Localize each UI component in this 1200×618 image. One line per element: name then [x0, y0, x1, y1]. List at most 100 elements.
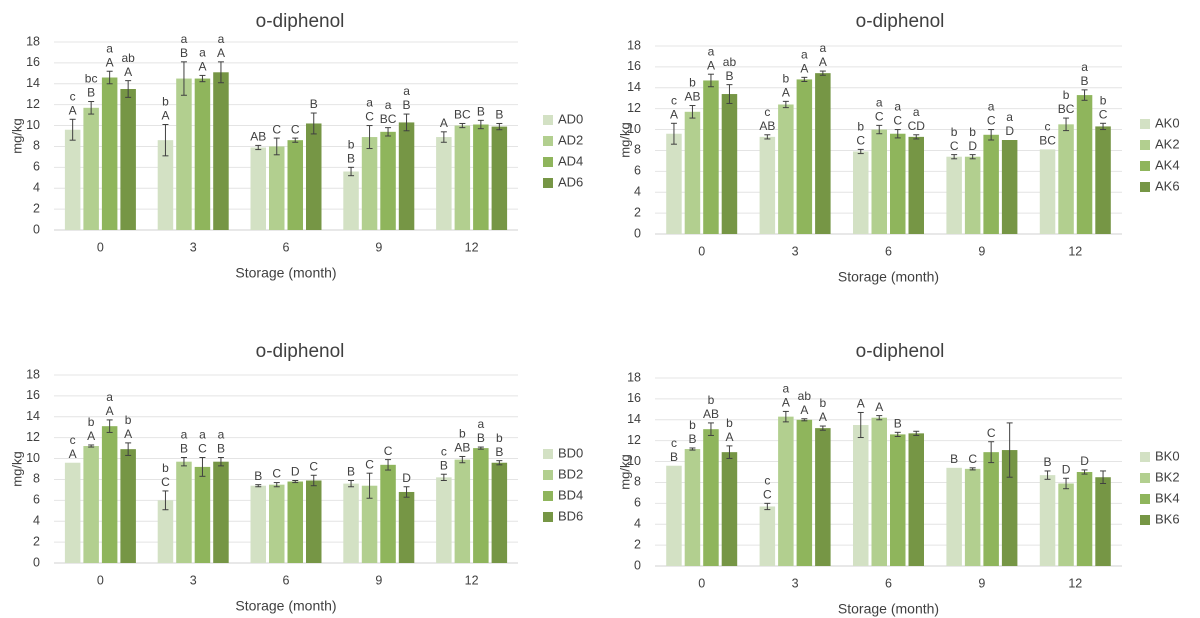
bar-BK0-0[interactable]	[666, 465, 682, 566]
significance-upper-case: C	[365, 457, 374, 471]
bar-AK0-9[interactable]	[946, 156, 962, 234]
y-tick-label: 4	[33, 181, 40, 195]
bar-AK2-6[interactable]	[871, 129, 888, 234]
bar-BD0-6[interactable]	[250, 485, 267, 563]
bar-BD2-0[interactable]	[83, 446, 99, 563]
significance-upper-case: A	[106, 55, 114, 69]
significance-lower-case: a	[801, 48, 808, 62]
significance-upper-case: B	[310, 97, 318, 111]
bar-BD0-12[interactable]	[436, 477, 452, 563]
significance-upper-case: AB	[250, 130, 266, 144]
bar-AK6-12[interactable]	[1095, 126, 1111, 234]
bar-BK2-0[interactable]	[684, 449, 701, 566]
significance-upper-case: B	[347, 465, 355, 479]
bar-AK2-0[interactable]	[684, 111, 701, 234]
y-tick-label: 2	[634, 205, 641, 219]
bar-BK6-9[interactable]	[1001, 450, 1018, 566]
bar-BD4-6[interactable]	[287, 481, 304, 563]
bar-BD6-9[interactable]	[398, 491, 415, 563]
bar-BD0-9[interactable]	[343, 483, 359, 563]
bar-BK6-12[interactable]	[1095, 477, 1111, 566]
bar-BK0-6[interactable]	[853, 425, 869, 566]
bar-BD6-6[interactable]	[306, 480, 322, 563]
significance-upper-case: D	[291, 465, 300, 479]
bar-BD6-12[interactable]	[491, 462, 508, 563]
bar-AD4-0[interactable]	[101, 77, 118, 230]
bar-AD4-3[interactable]	[194, 78, 211, 230]
bar-AD4-12[interactable]	[473, 124, 489, 230]
bar-BD2-6[interactable]	[269, 484, 285, 563]
bar-AK6-0[interactable]	[721, 94, 738, 235]
significance-upper-case: A	[819, 55, 827, 69]
bar-AD6-0[interactable]	[120, 89, 136, 230]
significance-lower-case: c	[70, 89, 76, 103]
bar-AD0-6[interactable]	[250, 147, 267, 230]
bar-AK2-3[interactable]	[778, 104, 794, 234]
bar-BD2-3[interactable]	[176, 461, 192, 563]
significance-lower-case: b	[689, 76, 696, 90]
bar-AK4-6[interactable]	[890, 133, 906, 234]
bar-AD4-6[interactable]	[287, 140, 304, 230]
bar-BK6-0[interactable]	[721, 452, 738, 566]
bar-AK6-9[interactable]	[1001, 140, 1018, 234]
bar-BD0-0[interactable]	[64, 462, 81, 563]
bar-AD0-9[interactable]	[343, 171, 359, 230]
bar-BK2-12[interactable]	[1058, 483, 1074, 566]
bar-BK0-12[interactable]	[1039, 475, 1056, 566]
bar-BK6-6[interactable]	[908, 433, 925, 566]
bar-BK4-9[interactable]	[983, 452, 999, 566]
bar-AD2-12[interactable]	[454, 125, 471, 230]
bar-AD6-3[interactable]	[213, 72, 229, 231]
bar-BD6-0[interactable]	[120, 449, 136, 563]
bar-AD0-12[interactable]	[436, 137, 452, 230]
significance-upper-case: D	[1080, 454, 1089, 468]
bar-AK0-3[interactable]	[759, 136, 776, 234]
bar-AD2-3[interactable]	[176, 78, 192, 230]
bar-BK2-9[interactable]	[964, 468, 981, 566]
bar-AK2-9[interactable]	[964, 156, 981, 234]
bar-AD2-9[interactable]	[361, 137, 378, 230]
significance-upper-case: C	[875, 110, 884, 124]
bar-BK4-12[interactable]	[1076, 472, 1093, 566]
bar-AD6-9[interactable]	[398, 122, 415, 230]
bar-BD4-3[interactable]	[194, 466, 211, 563]
bar-AK4-12[interactable]	[1076, 95, 1093, 234]
bar-BK4-0[interactable]	[703, 429, 719, 566]
bar-BK0-9[interactable]	[946, 467, 962, 566]
bar-AK4-9[interactable]	[983, 134, 999, 234]
bar-AK2-12[interactable]	[1058, 124, 1074, 234]
bar-AK4-3[interactable]	[796, 79, 813, 234]
bar-AD0-0[interactable]	[64, 129, 81, 230]
bar-BD6-3[interactable]	[213, 461, 229, 563]
significance-upper-case: B	[180, 46, 188, 60]
bar-AK6-3[interactable]	[815, 73, 831, 235]
bar-AK0-0[interactable]	[666, 133, 682, 234]
bar-BK4-6[interactable]	[890, 434, 906, 566]
bar-BD2-12[interactable]	[454, 459, 471, 563]
bar-BD4-9[interactable]	[380, 464, 396, 563]
bar-BK0-3[interactable]	[759, 506, 776, 566]
bar-AD6-6[interactable]	[306, 123, 322, 230]
bar-AK0-12[interactable]	[1039, 149, 1056, 234]
y-tick-label: 10	[26, 118, 40, 132]
significance-lower-case: a	[988, 100, 995, 114]
bar-AD6-12[interactable]	[491, 126, 508, 230]
legend-label-AK6: AK6	[1155, 178, 1180, 193]
bar-AK4-0[interactable]	[703, 80, 719, 234]
legend-swatch-BK4	[1140, 494, 1150, 504]
bar-AD2-6[interactable]	[269, 146, 285, 230]
bar-BK2-3[interactable]	[778, 416, 794, 566]
bar-AD4-9[interactable]	[380, 131, 396, 230]
bar-BD4-12[interactable]	[473, 448, 489, 563]
bar-BK2-6[interactable]	[871, 417, 888, 566]
bar-AK0-6[interactable]	[853, 151, 869, 234]
bar-AD2-0[interactable]	[83, 107, 99, 230]
bar-BD2-9[interactable]	[361, 485, 378, 563]
bar-BK6-3[interactable]	[815, 428, 831, 566]
bar-BD4-0[interactable]	[101, 426, 118, 563]
bar-AK6-6[interactable]	[908, 136, 925, 234]
bar-BK4-3[interactable]	[796, 419, 813, 566]
bar-BD0-3[interactable]	[157, 500, 174, 563]
bar-AD0-3[interactable]	[157, 140, 174, 230]
significance-lower-case: a	[366, 96, 373, 110]
